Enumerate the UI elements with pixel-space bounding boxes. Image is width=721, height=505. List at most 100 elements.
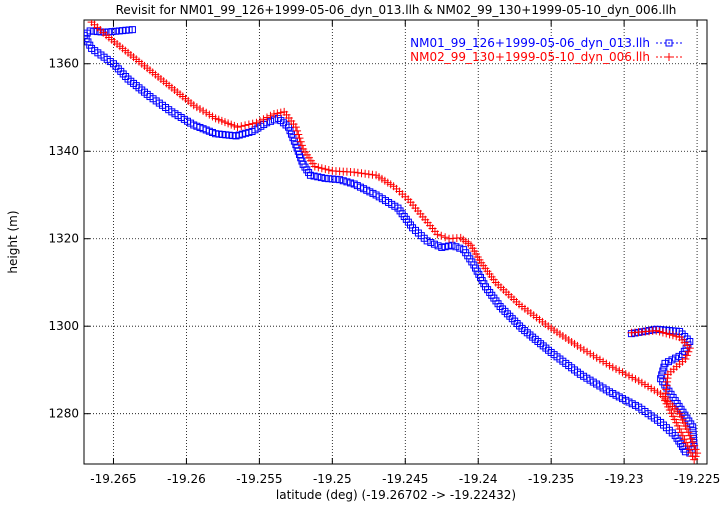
data-point: [627, 328, 636, 337]
data-point: [269, 110, 278, 119]
data-point: [262, 113, 271, 122]
data-point: [506, 312, 514, 320]
data-point: [689, 431, 697, 439]
data-point: [325, 175, 333, 183]
data-point: [688, 452, 697, 461]
data-point: [621, 370, 630, 379]
data-point: [427, 239, 435, 247]
data-point: [437, 231, 446, 240]
data-point: [115, 27, 123, 35]
data-point: [350, 168, 359, 177]
data-point: [314, 163, 323, 172]
data-point: [112, 27, 120, 35]
data-point: [589, 351, 598, 360]
data-point: [685, 445, 694, 454]
data-point: [628, 373, 637, 382]
data-point: [423, 237, 431, 245]
data-point: [452, 243, 460, 251]
data-point: [310, 172, 318, 180]
data-point: [501, 307, 509, 315]
x-tick-label: -19.26: [167, 472, 206, 486]
chart-title: Revisit for NM01_99_126+1999-05-06_dyn_0…: [116, 3, 677, 17]
data-point: [306, 171, 314, 179]
x-tick-label: -19.24: [459, 472, 498, 486]
data-point: [516, 322, 524, 330]
data-point: [675, 333, 684, 342]
data-point: [276, 108, 285, 117]
data-point: [608, 363, 617, 372]
data-point: [266, 111, 275, 120]
data-point: [295, 134, 304, 143]
data-point: [511, 317, 519, 325]
legend: NM01_99_126+1999-05-06_dyn_013.llhNM02_9…: [410, 36, 682, 64]
data-point: [244, 120, 253, 129]
data-point: [368, 170, 377, 179]
legend-label: NM01_99_126+1999-05-06_dyn_013.llh: [410, 36, 650, 50]
data-point: [612, 364, 621, 373]
series-2: [87, 20, 702, 464]
data-point: [324, 166, 333, 175]
x-tick-label: -19.225: [674, 472, 720, 486]
data-point: [579, 345, 588, 354]
x-tick-label: -19.235: [528, 472, 574, 486]
data-point: [680, 435, 689, 444]
data-point: [573, 341, 582, 350]
data-point: [675, 352, 683, 360]
data-point: [662, 329, 671, 338]
data-point: [655, 327, 664, 336]
data-point: [339, 177, 347, 185]
data-point: [273, 109, 282, 118]
data-point: [657, 375, 665, 383]
x-tick-label: -19.23: [605, 472, 644, 486]
data-point: [248, 119, 257, 128]
data-point: [618, 368, 627, 377]
data-point: [499, 305, 507, 313]
plot-frame: [83, 19, 708, 465]
data-point: [684, 347, 693, 356]
series-1: [84, 26, 698, 457]
data-point: [665, 330, 674, 339]
data-point: [689, 427, 697, 435]
data-point: [683, 442, 692, 451]
data-point: [661, 359, 669, 367]
data-point: [503, 310, 511, 318]
data-point: [678, 431, 687, 440]
data-point: [296, 137, 305, 146]
data-point: [297, 141, 306, 150]
data-point: [291, 123, 300, 132]
data-point: [252, 118, 261, 127]
data-point: [668, 331, 677, 340]
data-point: [448, 241, 456, 249]
data-point: [90, 27, 98, 35]
data-point: [314, 173, 322, 181]
y-tick-label: 1280: [48, 407, 79, 421]
data-point: [496, 303, 504, 311]
data-point: [364, 170, 373, 179]
data-point: [259, 115, 268, 124]
x-tick-label: -19.265: [90, 472, 136, 486]
tick-labels: -19.265 -19.26 -19.255 -19.25 -19.245 -19.24 -…: [48, 57, 720, 486]
data-point: [658, 371, 666, 379]
data-point: [682, 425, 691, 434]
data-point: [353, 168, 362, 177]
legend-marker: [665, 53, 673, 61]
data-point: [685, 431, 694, 440]
legend-label: NM02_99_130+1999-05-10_dyn_006.llh: [410, 50, 650, 64]
data-point: [664, 358, 672, 366]
data-point: [433, 230, 442, 239]
data-point: [255, 117, 264, 126]
data-point: [690, 455, 699, 464]
data-point: [343, 178, 351, 186]
data-point: [583, 347, 592, 356]
data-point: [336, 176, 344, 184]
data-point: [602, 359, 611, 368]
data-point: [321, 174, 329, 182]
data-point: [361, 169, 370, 178]
y-tick-label: 1320: [48, 232, 79, 246]
data-point: [660, 363, 668, 371]
data-point: [576, 343, 585, 352]
data-point: [592, 353, 601, 362]
data-point: [321, 165, 330, 174]
data-point: [293, 126, 302, 135]
